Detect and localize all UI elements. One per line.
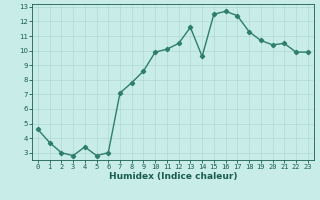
X-axis label: Humidex (Indice chaleur): Humidex (Indice chaleur) <box>108 172 237 181</box>
